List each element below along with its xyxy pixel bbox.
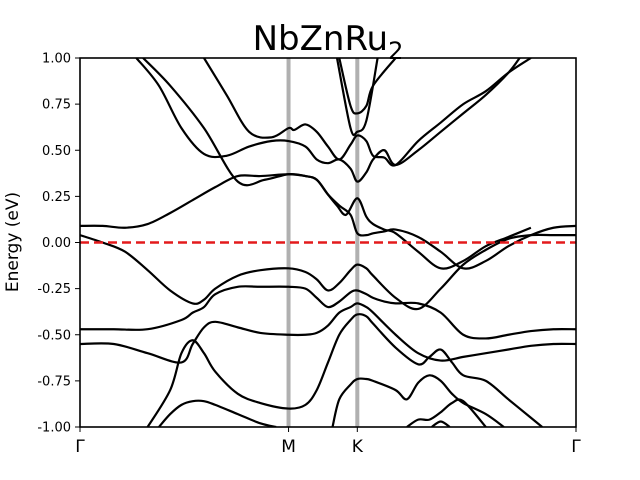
- band-line-13: [338, 58, 397, 115]
- chart-title-subscript: 2: [388, 37, 403, 65]
- x-tick-label: Γ: [571, 437, 581, 457]
- y-tick-label: -0.25: [37, 282, 71, 297]
- x-tick-label: M: [281, 437, 296, 457]
- band-line-11: [135, 58, 521, 183]
- band-line-6: [146, 313, 543, 427]
- y-axis-label: Energy (eV): [3, 192, 23, 292]
- y-tick-label: 1.00: [42, 52, 71, 67]
- band-line-1: [142, 58, 532, 270]
- band-line-9: [406, 398, 487, 427]
- x-tick-label: Γ: [75, 437, 85, 457]
- y-tick-label: 0.00: [42, 236, 71, 251]
- y-tick-label: 0.25: [42, 190, 71, 205]
- band-line-10: [431, 420, 451, 427]
- band-line-5: [80, 302, 576, 364]
- y-tick-label: 0.50: [42, 144, 71, 159]
- band-line-4: [80, 285, 576, 340]
- band-line-12: [203, 58, 532, 167]
- y-tick-label: -0.50: [37, 328, 71, 343]
- plot-area: [80, 58, 576, 427]
- chart-title-main: NbZnRu: [253, 19, 389, 59]
- y-tick-label: 0.75: [42, 98, 71, 113]
- band-line-2: [80, 173, 576, 270]
- plot-frame: [79, 57, 577, 428]
- y-axis: -1.00 -0.75 -0.50 -0.25 0.00 0.25 0.50 0.75 1.00: [37, 52, 80, 436]
- y-tick-label: -0.75: [37, 374, 71, 389]
- x-tick-label: K: [352, 437, 364, 457]
- y-tick-label: -1.00: [37, 421, 71, 436]
- band-line-7: [158, 399, 277, 427]
- band-line-3: [80, 233, 576, 311]
- band-line-14: [335, 58, 379, 137]
